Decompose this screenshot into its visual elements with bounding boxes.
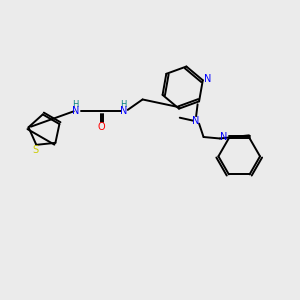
Text: N: N <box>205 74 212 84</box>
Text: N: N <box>72 106 80 116</box>
Text: N: N <box>192 116 200 126</box>
Text: N: N <box>220 132 227 142</box>
Text: N: N <box>120 106 127 116</box>
Text: H: H <box>120 100 126 109</box>
Text: S: S <box>33 145 39 155</box>
Text: O: O <box>97 122 105 132</box>
Text: H: H <box>73 100 79 109</box>
